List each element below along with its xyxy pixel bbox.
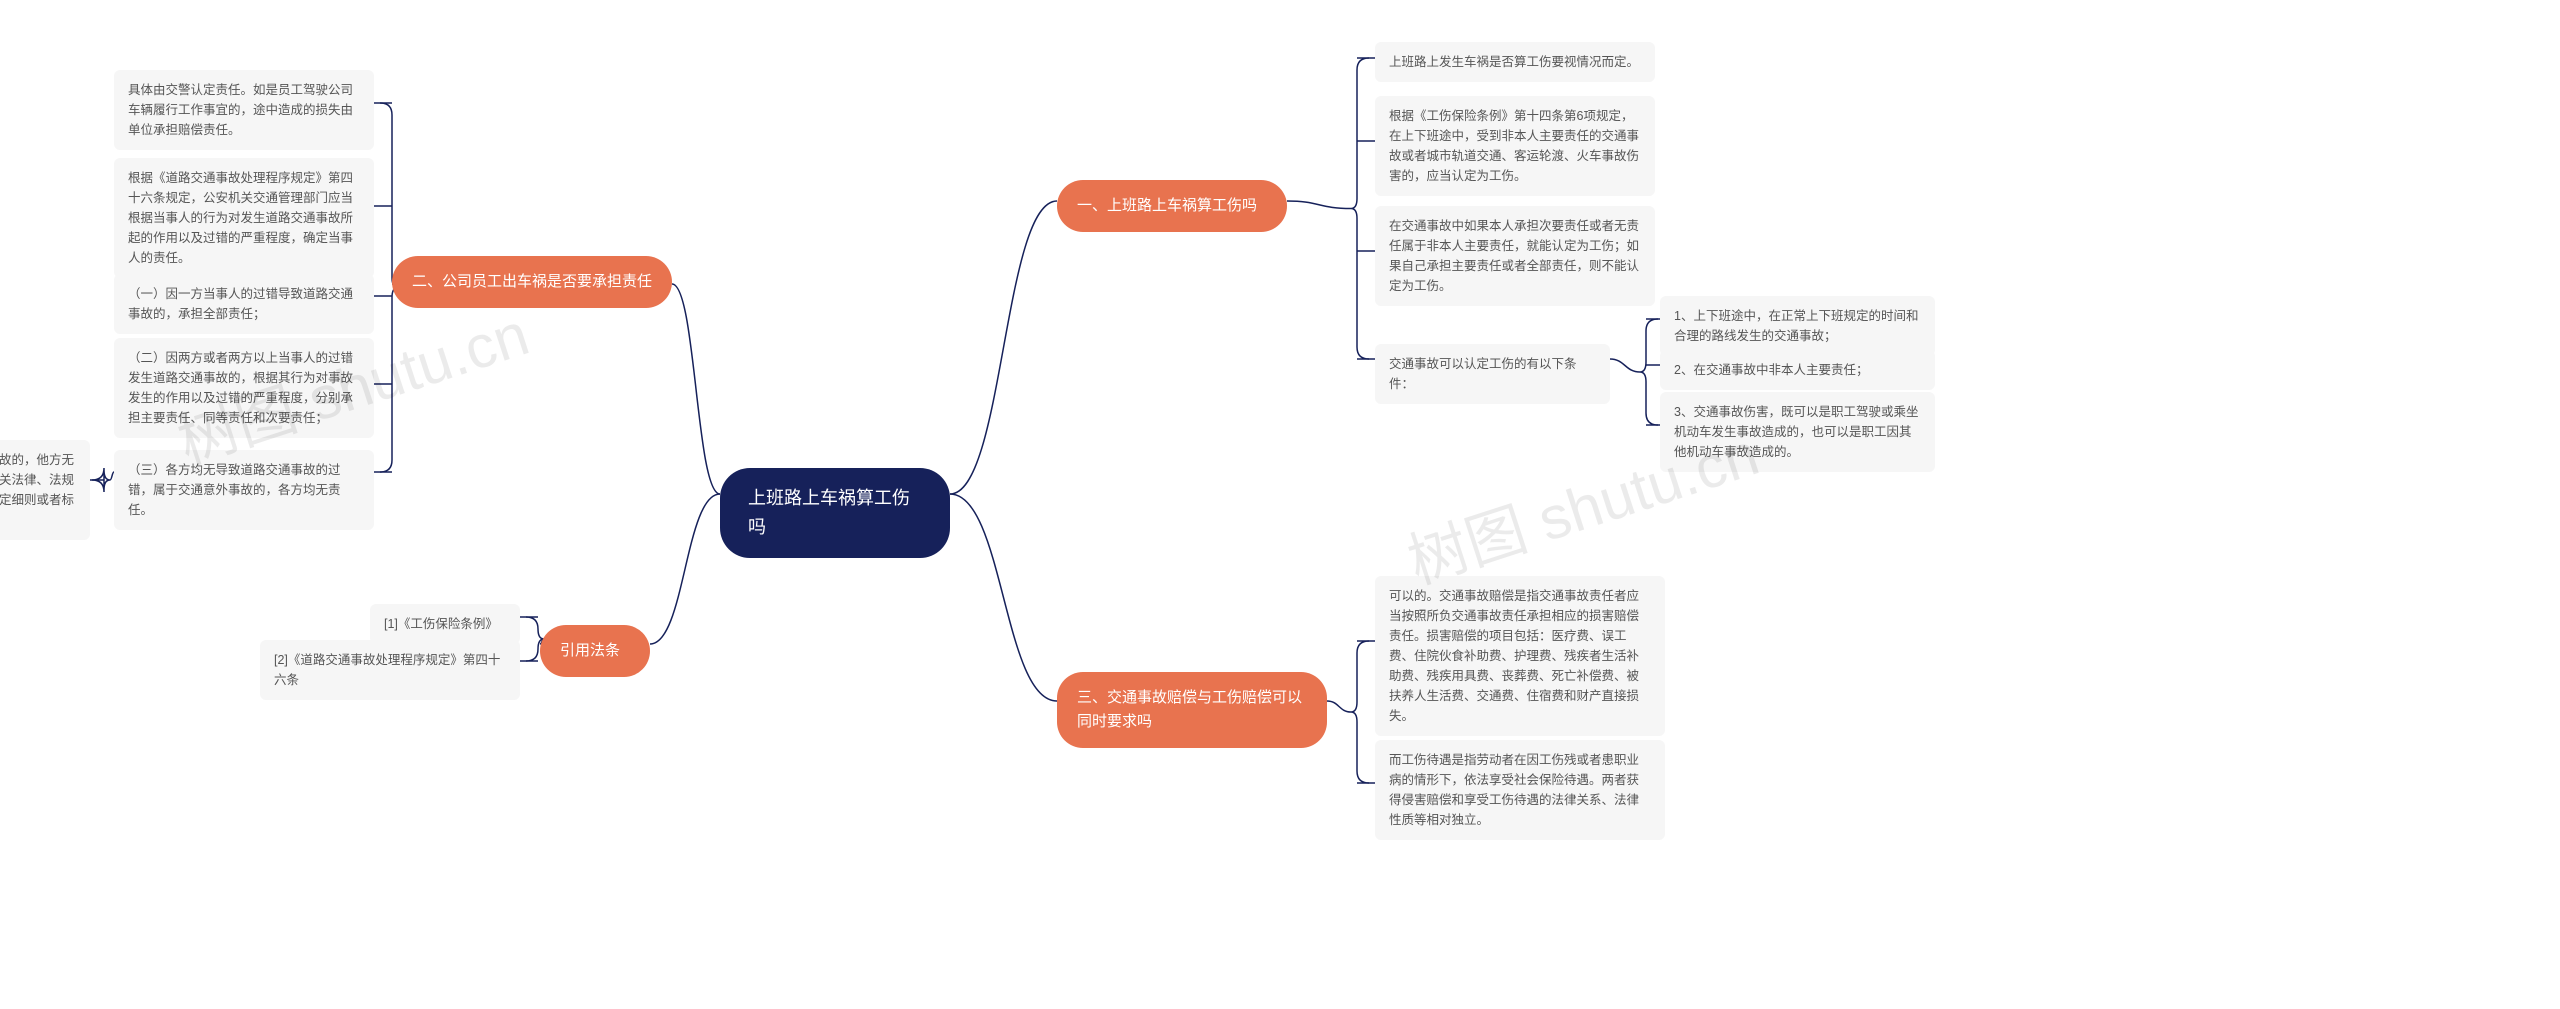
leaf-b4l1: [1]《工伤保险条例》 bbox=[370, 604, 520, 644]
leaf-b3l1: 可以的。交通事故赔偿是指交通事故责任者应当按照所负交通事故责任承担相应的损害赔偿… bbox=[1375, 576, 1665, 736]
leaf-b2l5: （三）各方均无导致道路交通事故的过错，属于交通意外事故的，各方均无责任。 bbox=[114, 450, 374, 530]
center-node: 上班路上车祸算工伤吗 bbox=[720, 468, 950, 558]
leaf-b1l2: 根据《工伤保险条例》第十四条第6项规定，在上下班途中，受到非本人主要责任的交通事… bbox=[1375, 96, 1655, 196]
branch-b2: 二、公司员工出车祸是否要承担责任 bbox=[392, 256, 672, 308]
branch-b4: 引用法条 bbox=[540, 625, 650, 677]
leaf-b4l2: [2]《道路交通事故处理程序规定》第四十六条 bbox=[260, 640, 520, 700]
leaf-b1l1: 上班路上发生车祸是否算工伤要视情况而定。 bbox=[1375, 42, 1655, 82]
leaf-b1l4c3: 3、交通事故伤害，既可以是职工驾驶或乘坐机动车发生事故造成的，也可以是职工因其他… bbox=[1660, 392, 1935, 472]
leaf-b1l4c2: 2、在交通事故中非本人主要责任； bbox=[1660, 350, 1935, 390]
leaf-b3l2: 而工伤待遇是指劳动者在因工伤残或者患职业病的情形下，依法享受社会保险待遇。两者获… bbox=[1375, 740, 1665, 840]
leaf-b2l3: （一）因一方当事人的过错导致道路交通事故的，承担全部责任； bbox=[114, 274, 374, 334]
connector-layer bbox=[0, 0, 2560, 1009]
leaf-b2l1: 具体由交警认定责任。如是员工驾驶公司车辆履行工作事宜的，途中造成的损失由单位承担… bbox=[114, 70, 374, 150]
leaf-b1l3: 在交通事故中如果本人承担次要责任或者无责任属于非本人主要责任，就能认定为工伤；如… bbox=[1375, 206, 1655, 306]
leaf-b2l5c1: 一方当事人故意造成道路交通事故的，他方无责任。省级公安机关可以根据有关法律、法规… bbox=[0, 440, 90, 540]
leaf-b1l4c1: 1、上下班途中，在正常上下班规定的时间和合理的路线发生的交通事故； bbox=[1660, 296, 1935, 356]
branch-b1: 一、上班路上车祸算工伤吗 bbox=[1057, 180, 1287, 232]
leaf-b1l4: 交通事故可以认定工伤的有以下条件： bbox=[1375, 344, 1610, 404]
leaf-b2l4: （二）因两方或者两方以上当事人的过错发生道路交通事故的，根据其行为对事故发生的作… bbox=[114, 338, 374, 438]
leaf-b2l2: 根据《道路交通事故处理程序规定》第四十六条规定，公安机关交通管理部门应当根据当事… bbox=[114, 158, 374, 278]
branch-b3: 三、交通事故赔偿与工伤赔偿可以同时要求吗 bbox=[1057, 672, 1327, 748]
